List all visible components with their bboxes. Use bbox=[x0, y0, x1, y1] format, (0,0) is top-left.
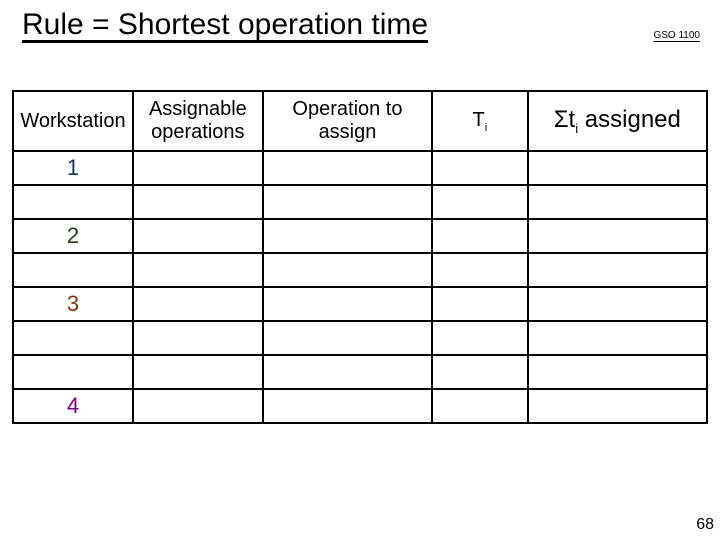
table-row: 3 bbox=[13, 287, 707, 321]
table-row: 1 bbox=[13, 151, 707, 185]
cell bbox=[528, 185, 707, 219]
cell bbox=[263, 253, 432, 287]
cell bbox=[263, 219, 432, 253]
cell bbox=[13, 185, 133, 219]
cell bbox=[133, 287, 263, 321]
table-row bbox=[13, 253, 707, 287]
slide-title: Rule = Shortest operation time bbox=[22, 8, 428, 42]
cell bbox=[263, 389, 432, 423]
cell bbox=[432, 185, 527, 219]
cell bbox=[13, 355, 133, 389]
cell bbox=[133, 321, 263, 355]
cell bbox=[432, 253, 527, 287]
col-operation-to-assign: Operation to assign bbox=[263, 91, 432, 151]
table-header-row: Workstation Assignable operations Operat… bbox=[13, 91, 707, 151]
table-row bbox=[13, 185, 707, 219]
cell bbox=[133, 355, 263, 389]
table-row: 2 bbox=[13, 219, 707, 253]
cell bbox=[133, 185, 263, 219]
cell bbox=[263, 185, 432, 219]
cell bbox=[263, 287, 432, 321]
cell bbox=[432, 287, 527, 321]
workstation-cell: 3 bbox=[13, 287, 133, 321]
cell bbox=[528, 321, 707, 355]
assignment-table: Workstation Assignable operations Operat… bbox=[12, 90, 708, 424]
cell bbox=[528, 287, 707, 321]
cell bbox=[432, 219, 527, 253]
page-number: 68 bbox=[696, 516, 714, 534]
cell bbox=[133, 219, 263, 253]
cell bbox=[528, 389, 707, 423]
cell bbox=[528, 151, 707, 185]
cell bbox=[133, 389, 263, 423]
cell bbox=[13, 253, 133, 287]
cell bbox=[133, 253, 263, 287]
table-row bbox=[13, 355, 707, 389]
col-ti: Ti bbox=[432, 91, 527, 151]
cell bbox=[263, 321, 432, 355]
table-row: 4 bbox=[13, 389, 707, 423]
cell bbox=[13, 321, 133, 355]
cell bbox=[133, 151, 263, 185]
cell bbox=[432, 151, 527, 185]
cell bbox=[528, 355, 707, 389]
cell bbox=[528, 219, 707, 253]
workstation-cell: 1 bbox=[13, 151, 133, 185]
cell bbox=[263, 355, 432, 389]
cell bbox=[528, 253, 707, 287]
col-assignable-ops: Assignable operations bbox=[133, 91, 263, 151]
cell bbox=[432, 389, 527, 423]
col-sigma-ti: Σti assigned bbox=[528, 91, 707, 151]
workstation-cell: 2 bbox=[13, 219, 133, 253]
cell bbox=[432, 321, 527, 355]
table-row bbox=[13, 321, 707, 355]
col-workstation: Workstation bbox=[13, 91, 133, 151]
cell bbox=[432, 355, 527, 389]
course-code: GSO 1100 bbox=[653, 30, 700, 41]
workstation-cell: 4 bbox=[13, 389, 133, 423]
cell bbox=[263, 151, 432, 185]
